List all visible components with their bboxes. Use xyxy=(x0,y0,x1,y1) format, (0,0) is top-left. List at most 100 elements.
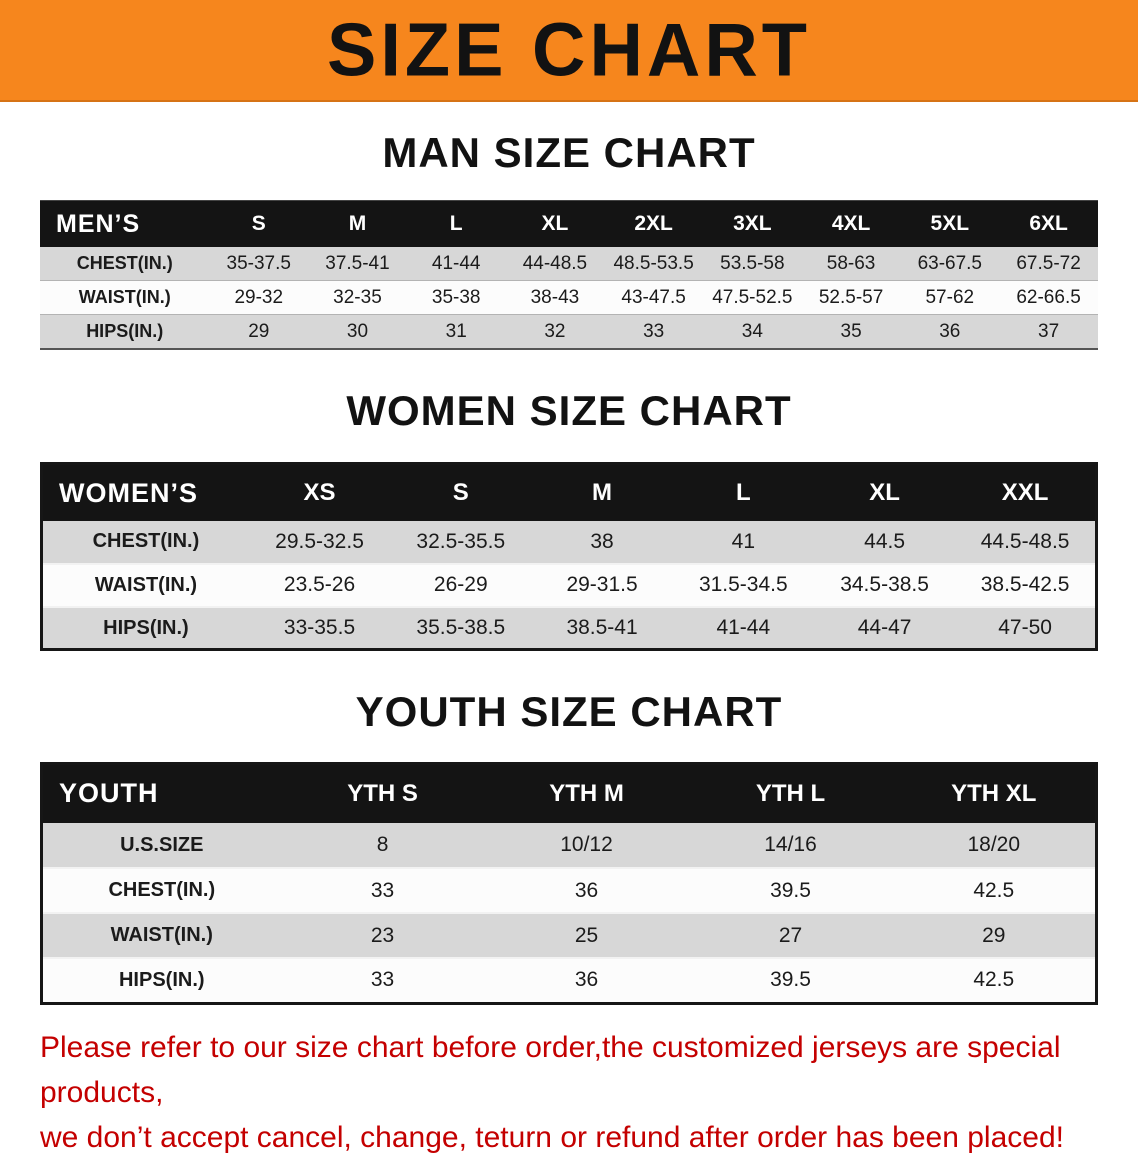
size-value-cell: 31 xyxy=(445,320,467,342)
size-value-cell: 29-32 xyxy=(234,286,284,308)
size-value-cell: 36 xyxy=(574,878,599,902)
size-value-cell: 18/20 xyxy=(967,833,1021,857)
size-value-cell: 14/16 xyxy=(764,833,817,857)
size-column-header: M xyxy=(531,463,673,521)
women-size-chart-section: WOMEN SIZE CHART WOMEN’S XS S M L XL XXL CHEST(… xyxy=(0,386,1138,652)
size-value-cell: 27 xyxy=(778,923,803,947)
size-value-cell: 47-50 xyxy=(998,616,1052,640)
size-column-header: YTH S xyxy=(280,763,485,824)
size-column-header: YTH M xyxy=(484,763,689,824)
size-value-cell: 10/12 xyxy=(560,833,613,857)
size-column-header: XS xyxy=(248,463,391,521)
size-value-cell: 35.5-38.5 xyxy=(416,616,506,640)
size-value-cell: 41-44 xyxy=(716,616,771,640)
youth-section-heading: YOUTH SIZE CHART xyxy=(355,688,783,736)
row-label-cell: CHEST(IN.) xyxy=(108,879,216,902)
women-size-table: WOMEN’S XS S M L XL XXL CHEST(IN.) 29.5-32.5 32.5… xyxy=(40,462,1098,652)
women-section-heading: WOMEN SIZE CHART xyxy=(346,386,792,434)
table-title-cell: MEN’S xyxy=(40,200,210,247)
banner: SIZE CHART xyxy=(0,0,1138,102)
size-value-cell: 38.5-41 xyxy=(566,616,638,640)
size-value-cell: 44.5 xyxy=(864,529,906,553)
size-value-cell: 33 xyxy=(370,878,395,902)
measure-row: WAIST(IN.) 23 25 27 29 xyxy=(41,913,1097,959)
size-column-header: 2XL xyxy=(604,200,703,247)
measure-row: HIPS(IN.) 33-35.5 35.5-38.5 38.5-41 41-44 44-… xyxy=(41,606,1097,650)
size-value-cell: 25 xyxy=(574,923,599,947)
size-value-cell: 38-43 xyxy=(530,286,580,308)
size-value-cell: 35-38 xyxy=(431,286,481,308)
size-value-cell: 48.5-53.5 xyxy=(613,252,694,274)
size-value-cell: 8 xyxy=(376,833,389,857)
men-size-chart-section: MAN SIZE CHART MEN’S S M L XL 2XL 3XL 4XL 5XL 6XL… xyxy=(0,128,1138,350)
size-value-cell: 43-47.5 xyxy=(621,286,686,308)
size-value-cell: 36 xyxy=(939,320,961,342)
size-value-cell: 53.5-58 xyxy=(720,252,785,274)
size-value-cell: 37 xyxy=(1038,320,1060,342)
measure-row: HIPS(IN.) 29 30 31 32 33 34 35 36 37 xyxy=(40,314,1098,349)
size-value-cell: 35 xyxy=(840,320,862,342)
men-size-table: MEN’S S M L XL 2XL 3XL 4XL 5XL 6XL CHEST(IN.) 35-37… xyxy=(40,200,1098,350)
size-value-cell: 29.5-32.5 xyxy=(275,529,364,553)
size-value-cell: 29 xyxy=(248,320,270,342)
size-value-cell: 26-29 xyxy=(433,573,488,597)
size-value-cell: 52.5-57 xyxy=(818,286,884,308)
page-title: SIZE CHART xyxy=(327,7,811,92)
size-value-cell: 23.5-26 xyxy=(283,573,356,597)
size-value-cell: 29 xyxy=(982,923,1006,947)
table-header-row: MEN’S S M L XL 2XL 3XL 4XL 5XL 6XL xyxy=(40,200,1098,247)
size-value-cell: 38 xyxy=(590,529,614,553)
size-value-cell: 33 xyxy=(643,320,665,342)
disclaimer: Please refer to our size chart before or… xyxy=(40,1025,1098,1160)
measure-row: CHEST(IN.) 33 36 39.5 42.5 xyxy=(41,868,1097,914)
size-value-cell: 32.5-35.5 xyxy=(416,529,506,553)
measure-row: HIPS(IN.) 33 36 39.5 42.5 xyxy=(41,958,1097,1004)
size-value-cell: 58-63 xyxy=(826,252,876,274)
row-label-cell: WAIST(IN.) xyxy=(94,573,198,596)
row-label-cell: U.S.SIZE xyxy=(120,833,204,856)
table-title-cell: YOUTH xyxy=(41,763,281,824)
measure-row: WAIST(IN.) 23.5-26 26-29 29-31.5 31.5-34.5 34… xyxy=(41,563,1097,607)
men-section-heading: MAN SIZE CHART xyxy=(382,129,756,176)
measure-row: CHEST(IN.) 35-37.5 37.5-41 41-44 44-48.5 48.5… xyxy=(40,246,1098,281)
size-column-header: L xyxy=(406,200,506,247)
size-value-cell: 34 xyxy=(741,320,763,342)
size-value-cell: 37.5-41 xyxy=(325,252,390,274)
size-column-header: XL xyxy=(505,200,605,247)
size-value-cell: 35-37.5 xyxy=(226,252,291,274)
size-value-cell: 41-44 xyxy=(431,252,481,274)
size-value-cell: 42.5 xyxy=(973,968,1015,992)
size-value-cell: 42.5 xyxy=(973,878,1015,902)
measure-row: CHEST(IN.) 29.5-32.5 32.5-35.5 38 41 44.5 44.5… xyxy=(41,520,1097,564)
row-label-cell: HIPS(IN.) xyxy=(86,321,164,342)
size-value-cell: 44.5-48.5 xyxy=(980,529,1070,553)
measure-row: WAIST(IN.) 29-32 32-35 35-38 38-43 43-47.5 47.… xyxy=(40,280,1098,315)
size-column-header: XXL xyxy=(955,463,1097,521)
row-label-cell: CHEST(IN.) xyxy=(92,530,200,553)
size-column-header: 5XL xyxy=(900,200,1000,247)
disclaimer-line-2: we don’t accept cancel, change, teturn o… xyxy=(40,1120,1064,1154)
size-value-cell: 33-35.5 xyxy=(283,616,356,640)
size-value-cell: 30 xyxy=(346,320,369,342)
size-value-cell: 39.5 xyxy=(770,878,811,902)
size-value-cell: 47.5-52.5 xyxy=(712,286,793,308)
size-value-cell: 57-62 xyxy=(925,286,975,308)
size-value-cell: 39.5 xyxy=(770,968,811,992)
size-column-header: L xyxy=(672,463,814,521)
size-column-header: M xyxy=(308,200,407,247)
size-value-cell: 31.5-34.5 xyxy=(698,573,788,597)
row-label-cell: WAIST(IN.) xyxy=(110,924,213,947)
size-value-cell: 34.5-38.5 xyxy=(840,573,929,597)
youth-size-chart-section: YOUTH SIZE CHART YOUTH YTH S YTH M YTH L YTH… xyxy=(0,687,1138,1005)
measure-row: U.S.SIZE 8 10/12 14/16 18/20 xyxy=(41,823,1097,869)
size-value-cell: 44-48.5 xyxy=(522,252,588,274)
size-column-header: S xyxy=(209,200,309,247)
row-label-cell: WAIST(IN.) xyxy=(78,287,171,308)
table-header-row: WOMEN’S XS S M L XL XXL xyxy=(41,463,1097,521)
size-column-header: 3XL xyxy=(703,200,802,247)
size-table: MEN’S S M L XL 2XL 3XL 4XL 5XL 6XL CHEST(IN.) 35-37… xyxy=(40,200,1098,350)
row-label-cell: CHEST(IN.) xyxy=(76,253,173,274)
youth-size-table: YOUTH YTH S YTH M YTH L YTH XL U.S.SIZE 8 10/12… xyxy=(40,761,1098,1005)
row-label-cell: HIPS(IN.) xyxy=(103,616,189,639)
